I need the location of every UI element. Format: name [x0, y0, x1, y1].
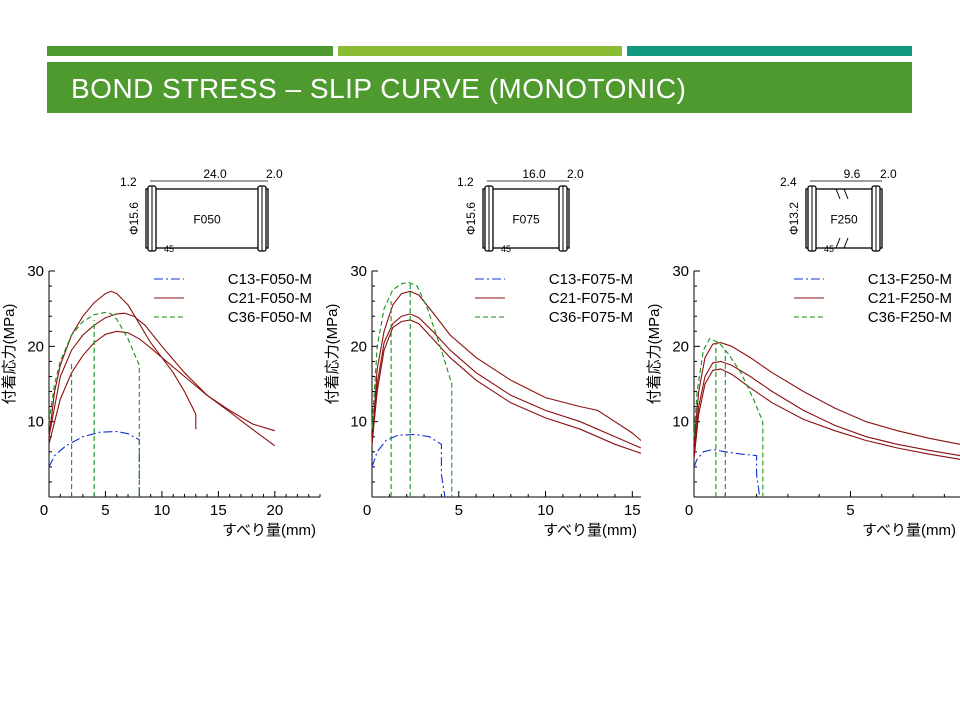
dimension-label: Φ15.6	[127, 202, 141, 235]
specimen-notch	[835, 188, 841, 200]
dimension-label: Φ13.2	[787, 202, 801, 235]
series-line-2	[693, 342, 960, 445]
y-tick-label: 30	[350, 263, 367, 280]
y-axis-label: 付着応力(MPa)	[646, 304, 663, 405]
dimension-label: 45	[164, 244, 174, 254]
y-tick-label: 10	[672, 414, 689, 431]
specimen-notch	[843, 188, 849, 200]
x-axis-label: すべり量(mm)	[543, 522, 637, 539]
series-line-3	[693, 360, 960, 457]
specimen-label: F050	[193, 213, 221, 227]
series-line-2	[371, 290, 642, 445]
x-axis-label: すべり量(mm)	[862, 522, 956, 539]
legend-label: C21-F075-M	[549, 290, 633, 307]
y-tick-label: 30	[672, 263, 689, 280]
x-tick-label: 0	[363, 502, 371, 519]
series-line-5	[48, 311, 140, 497]
legend-label: C21-F050-M	[228, 290, 312, 307]
specimen-label: F250	[830, 213, 858, 227]
series-line-1	[693, 448, 761, 498]
legend-label: C13-F250-M	[868, 271, 952, 288]
dimension-label: 45	[824, 244, 834, 254]
dimension-label: 45	[501, 244, 511, 254]
x-tick-label: 15	[210, 502, 227, 519]
x-tick-label: 10	[537, 502, 554, 519]
series-line-4	[693, 368, 960, 460]
dimension-label: 2.0	[266, 167, 283, 181]
dimension-label: 24.0	[203, 167, 227, 181]
legend-label: C13-F050-M	[228, 271, 312, 288]
dimension-label: 9.6	[844, 167, 861, 181]
x-tick-label: 0	[40, 502, 48, 519]
accent-bar-3	[627, 46, 912, 56]
y-axis-label: 付着応力(MPa)	[324, 304, 341, 405]
x-tick-label: 0	[685, 502, 693, 519]
legend-label: C13-F075-M	[549, 271, 633, 288]
series-line-1	[371, 433, 446, 498]
x-tick-label: 5	[846, 502, 854, 519]
dimension-label: 2.4	[780, 175, 797, 189]
x-tick-label: 5	[455, 502, 463, 519]
dimension-label: 16.0	[522, 167, 546, 181]
specimen-notch	[843, 237, 849, 249]
dimension-label: 2.0	[880, 167, 897, 181]
series-line-3	[371, 313, 642, 449]
specimen-drawing: 1.2 16.0 2.0 Φ15.6 45 F075	[457, 167, 584, 254]
x-axis-label: すべり量(mm)	[222, 522, 316, 539]
chart-2: 10 20 30 0 5 10 15 すべり量(mm) 付着応力(MPa) C13-F075-M C…	[324, 167, 642, 539]
series-line-5	[693, 338, 764, 497]
x-tick-label: 15	[624, 502, 641, 519]
accent-bar-2	[338, 46, 622, 56]
legend-label: C36-F250-M	[868, 309, 952, 326]
y-tick-label: 30	[27, 263, 44, 280]
specimen-outline	[145, 188, 269, 249]
dimension-label: 1.2	[120, 175, 137, 189]
dimension-label: 1.2	[457, 175, 474, 189]
y-tick-label: 20	[27, 338, 44, 355]
x-tick-label: 10	[154, 502, 171, 519]
specimen-outline	[805, 188, 883, 249]
specimen-drawing: 1.2 24.0 2.0 Φ15.6 45 F050	[120, 167, 283, 254]
series-line-4	[371, 319, 642, 454]
y-tick-label: 20	[350, 338, 367, 355]
series-line-4	[48, 330, 276, 447]
series-line-5	[371, 281, 453, 497]
chart-3: 10 20 30 0 5 すべり量(mm) 付着応力(MPa) C13-F250-M C21-F…	[646, 167, 960, 539]
x-tick-label: 5	[101, 502, 109, 519]
x-tick-label: 20	[266, 502, 283, 519]
legend-label: C21-F250-M	[868, 290, 952, 307]
y-axis-label: 付着応力(MPa)	[1, 304, 18, 405]
y-tick-label: 10	[27, 414, 44, 431]
dimension-label: 2.0	[567, 167, 584, 181]
chart-1: 10 20 30 0 5 10 15 20 すべり量(mm) 付着応力(MPa) C13-F050-…	[1, 167, 321, 539]
specimen-outline	[482, 188, 570, 249]
y-tick-label: 10	[350, 414, 367, 431]
slide-title: BOND STRESS – SLIP CURVE (MONOTONIC)	[71, 73, 687, 104]
accent-bar-1	[47, 46, 333, 56]
title-band: BOND STRESS – SLIP CURVE (MONOTONIC)	[47, 62, 912, 113]
legend-label: C36-F075-M	[549, 309, 633, 326]
y-tick-label: 20	[672, 338, 689, 355]
specimen-label: F075	[512, 213, 540, 227]
dimension-label: Φ15.6	[464, 202, 478, 235]
legend-label: C36-F050-M	[228, 309, 312, 326]
specimen-notch	[835, 237, 841, 249]
series-line-3	[48, 312, 275, 437]
series-line-1	[48, 430, 140, 497]
specimen-drawing: 2.4 9.6 2.0 Φ13.2 45 F250	[780, 167, 897, 254]
